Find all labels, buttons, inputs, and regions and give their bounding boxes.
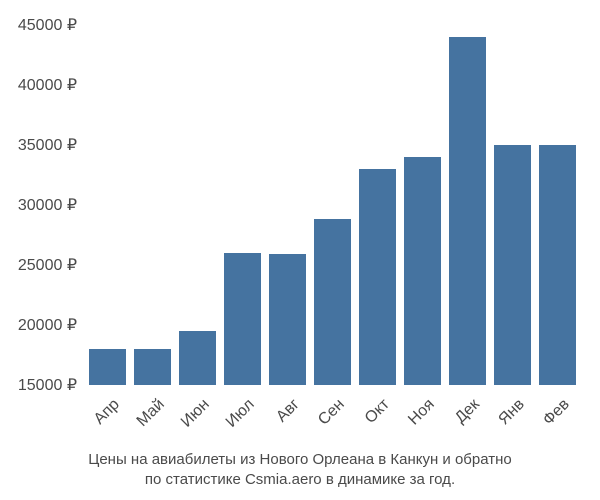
x-tick-label: Окт: [358, 393, 393, 428]
y-tick-label: 15000 ₽: [18, 375, 85, 395]
y-tick-label: 30000 ₽: [18, 195, 85, 215]
price-bar-chart: 15000 ₽ 20000 ₽ 25000 ₽ 30000 ₽ 35000 ₽ 40000…: [0, 0, 600, 500]
x-tick-label: Апр: [88, 393, 124, 429]
caption-line-2: по статистике Csmia.aero в динамике за г…: [145, 471, 455, 488]
bar: [224, 253, 261, 385]
y-tick-label: 35000 ₽: [18, 135, 85, 155]
bar: [359, 169, 396, 385]
caption-line-1: Цены на авиабилеты из Нового Орлеана в К…: [88, 451, 512, 468]
bar: [89, 349, 126, 385]
x-tick-label: Янв: [492, 393, 528, 429]
x-tick-label: Июл: [220, 393, 259, 432]
bar: [269, 254, 306, 385]
x-tick-label: Дек: [449, 393, 483, 427]
x-tick-label: Авг: [270, 393, 303, 426]
x-tick-label: Май: [130, 393, 168, 431]
bar: [539, 145, 576, 385]
x-tick-label: Сен: [312, 393, 348, 429]
y-tick-label: 25000 ₽: [18, 255, 85, 275]
y-tick-label: 20000 ₽: [18, 315, 85, 335]
bar: [494, 145, 531, 385]
y-tick-label: 45000 ₽: [18, 15, 85, 35]
bar: [449, 37, 486, 385]
chart-caption: Цены на авиабилеты из Нового Орлеана в К…: [0, 450, 600, 489]
x-tick-label: Фев: [537, 393, 573, 429]
plot-area: 15000 ₽20000 ₽25000 ₽30000 ₽35000 ₽40000…: [85, 25, 580, 385]
x-tick-label: Ноя: [402, 393, 438, 429]
bar: [134, 349, 171, 385]
bar: [314, 219, 351, 385]
y-tick-label: 40000 ₽: [18, 75, 85, 95]
bar: [404, 157, 441, 385]
x-tick-label: Июн: [175, 393, 213, 431]
bar: [179, 331, 216, 385]
